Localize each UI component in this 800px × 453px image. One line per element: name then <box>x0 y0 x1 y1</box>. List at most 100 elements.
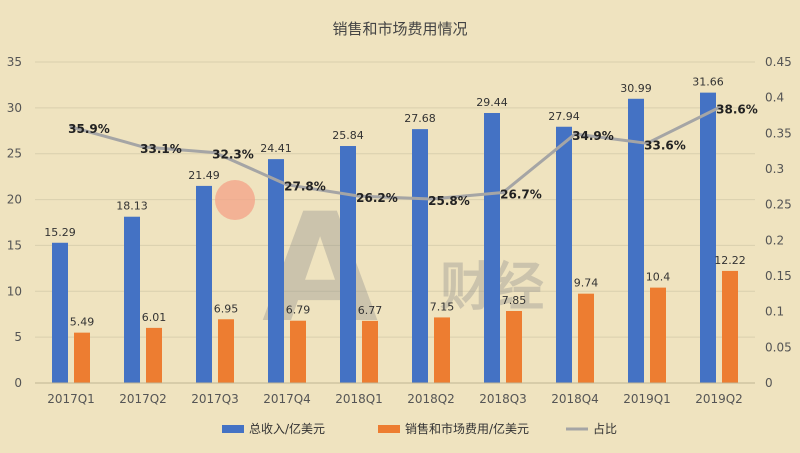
ratio-point <box>717 106 721 110</box>
revenue-bar <box>556 126 572 384</box>
x-tick-label: 2018Q2 <box>407 392 455 406</box>
axes: 0 5 10 15 20 25 30 35 0 0.05 0.1 0.15 0.2 0.25 0.3 0.35… <box>7 55 792 406</box>
x-tick-label: 2017Q1 <box>47 392 95 406</box>
y-left-tick-label: 25 <box>7 147 22 161</box>
y-right-tick-label: 0 <box>765 376 773 390</box>
chart-title: 销售和市场费用情况 <box>332 20 467 38</box>
y-right-tick-label: 0.4 <box>765 91 784 105</box>
ratio-point <box>429 197 433 201</box>
y-left-tick-label: 35 <box>7 55 22 69</box>
sales-marketing-bar-label: 7.15 <box>430 300 455 313</box>
x-tick-label: 2017Q3 <box>191 392 239 406</box>
revenue-bar-label: 27.68 <box>404 112 436 125</box>
sales-marketing-bar <box>506 311 522 383</box>
ratio-point <box>141 145 145 149</box>
legend-revenue-swatch <box>222 425 244 433</box>
ratio-point <box>501 191 505 195</box>
sales-marketing-bar <box>722 270 738 383</box>
revenue-bar <box>340 146 356 383</box>
y-right-tick-label: 0.45 <box>765 55 792 69</box>
ratio-label: 34.9% <box>572 129 614 143</box>
sales-marketing-bar <box>74 332 90 383</box>
ratio-point <box>573 132 577 136</box>
legend-revenue-label: 总收入/亿美元 <box>249 421 325 436</box>
legend: 总收入/亿美元 销售和市场费用/亿美元 占比 <box>222 421 617 436</box>
x-tick-label: 2019Q1 <box>623 392 671 406</box>
ratio-label: 26.2% <box>356 191 398 205</box>
sales-marketing-bar-label: 9.74 <box>574 277 599 290</box>
y-left-tick-label: 10 <box>7 284 22 298</box>
revenue-bar <box>700 92 716 383</box>
revenue-bar-label: 15.29 <box>44 226 76 239</box>
revenue-bar-label: 30.99 <box>620 82 652 95</box>
ratio-point <box>69 125 73 129</box>
sales-marketing-bar-label: 6.95 <box>214 302 239 315</box>
revenue-bar-label: 18.13 <box>116 200 148 213</box>
ratio-point <box>213 151 217 155</box>
x-tick-label: 2019Q2 <box>695 392 743 406</box>
y-right-tick-label: 0.05 <box>765 340 792 354</box>
sales-marketing-bar-label: 5.49 <box>70 316 95 329</box>
ratio-label: 27.8% <box>284 180 326 194</box>
revenue-bar <box>628 98 644 383</box>
watermark-circle <box>215 180 255 220</box>
ratio-label: 38.6% <box>716 103 758 117</box>
x-tick-label: 2018Q3 <box>479 392 527 406</box>
ratio-point <box>357 194 361 198</box>
revenue-bar-label: 31.66 <box>692 76 724 89</box>
sales-marketing-bar <box>290 320 306 383</box>
y-right-tick-label: 0.2 <box>765 233 784 247</box>
legend-ratio-label: 占比 <box>593 421 617 436</box>
x-tick-label: 2018Q1 <box>335 392 383 406</box>
revenue-bar-label: 29.44 <box>476 96 508 109</box>
data-labels: 15.29 18.13 21.49 24.41 25.84 27.68 29.44 27.94… <box>44 76 758 329</box>
sales-marketing-bar <box>218 319 234 383</box>
legend-sales-marketing-label: 销售和市场费用/亿美元 <box>405 421 529 436</box>
ratio-label: 32.3% <box>212 148 254 162</box>
revenue-bar-label: 24.41 <box>260 142 292 155</box>
y-right-tick-label: 0.1 <box>765 305 784 319</box>
ratio-label: 33.1% <box>140 142 182 156</box>
y-right-tick-label: 0.35 <box>765 126 792 140</box>
y-right-tick-label: 0.3 <box>765 162 784 176</box>
sales-marketing-bar-label: 7.85 <box>502 294 527 307</box>
sales-marketing-bar <box>362 320 378 383</box>
y-left-tick-label: 15 <box>7 238 22 252</box>
bars <box>52 92 738 384</box>
y-right-tick-label: 0.15 <box>765 269 792 283</box>
sales-marketing-bar <box>650 287 666 383</box>
ratio-line-group <box>69 106 721 201</box>
sales-marketing-bar <box>146 327 162 383</box>
ratio-label: 33.6% <box>644 138 686 152</box>
ratio-label: 26.7% <box>500 188 542 202</box>
revenue-bar <box>124 216 140 383</box>
sales-marketing-bar <box>578 293 594 383</box>
y-left-tick-label: 20 <box>7 193 22 207</box>
ratio-point <box>645 141 649 145</box>
y-left-tick-label: 0 <box>14 376 22 390</box>
revenue-bar-label: 27.94 <box>548 110 580 123</box>
ratio-line <box>70 106 720 201</box>
revenue-bar <box>484 112 500 384</box>
revenue-bar <box>52 242 68 383</box>
sales-marketing-bar-label: 6.01 <box>142 311 167 324</box>
ratio-point <box>285 183 289 187</box>
sales-marketing-bar-label: 10.4 <box>646 271 671 284</box>
x-tick-label: 2017Q2 <box>119 392 167 406</box>
y-left-tick-label: 30 <box>7 101 22 115</box>
legend-sales-marketing-swatch <box>378 425 400 433</box>
y-right-tick-label: 0.25 <box>765 198 792 212</box>
ratio-label: 25.8% <box>428 194 470 208</box>
revenue-bar-label: 21.49 <box>188 169 220 182</box>
revenue-bar <box>412 129 428 383</box>
revenue-bar <box>196 185 212 383</box>
x-tick-label: 2017Q4 <box>263 392 311 406</box>
sales-marketing-bar-label: 6.79 <box>286 304 311 317</box>
x-tick-label: 2018Q4 <box>551 392 599 406</box>
revenue-bar-label: 25.84 <box>332 129 364 142</box>
sales-marketing-bar <box>434 317 450 383</box>
sales-marketing-bar-label: 12.22 <box>714 254 746 267</box>
y-left-tick-label: 5 <box>14 330 22 344</box>
